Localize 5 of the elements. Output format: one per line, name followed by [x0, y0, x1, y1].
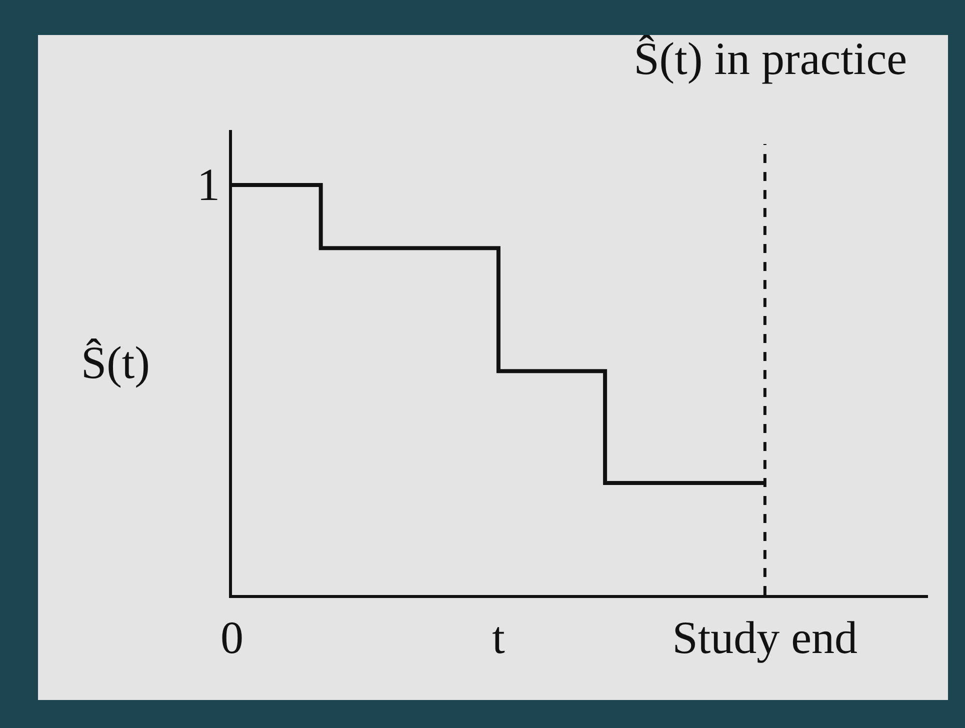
- y-axis-title: Ŝ(t): [81, 337, 150, 388]
- text: 1: [197, 159, 220, 210]
- x-tick-label: t: [492, 612, 506, 664]
- x-tick-label: 0: [220, 612, 244, 664]
- x-tick-label: Study end: [672, 612, 858, 664]
